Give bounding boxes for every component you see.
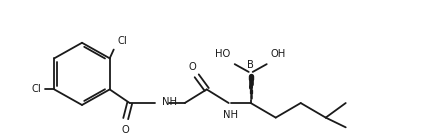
Text: OH: OH (271, 49, 286, 59)
Text: Cl: Cl (32, 84, 41, 94)
Text: NH: NH (162, 97, 177, 107)
Text: O: O (122, 125, 130, 135)
Text: O: O (189, 62, 197, 72)
Text: NH: NH (223, 110, 238, 120)
Text: B: B (247, 60, 254, 70)
Text: HO: HO (215, 49, 231, 59)
Text: Cl: Cl (118, 36, 128, 46)
